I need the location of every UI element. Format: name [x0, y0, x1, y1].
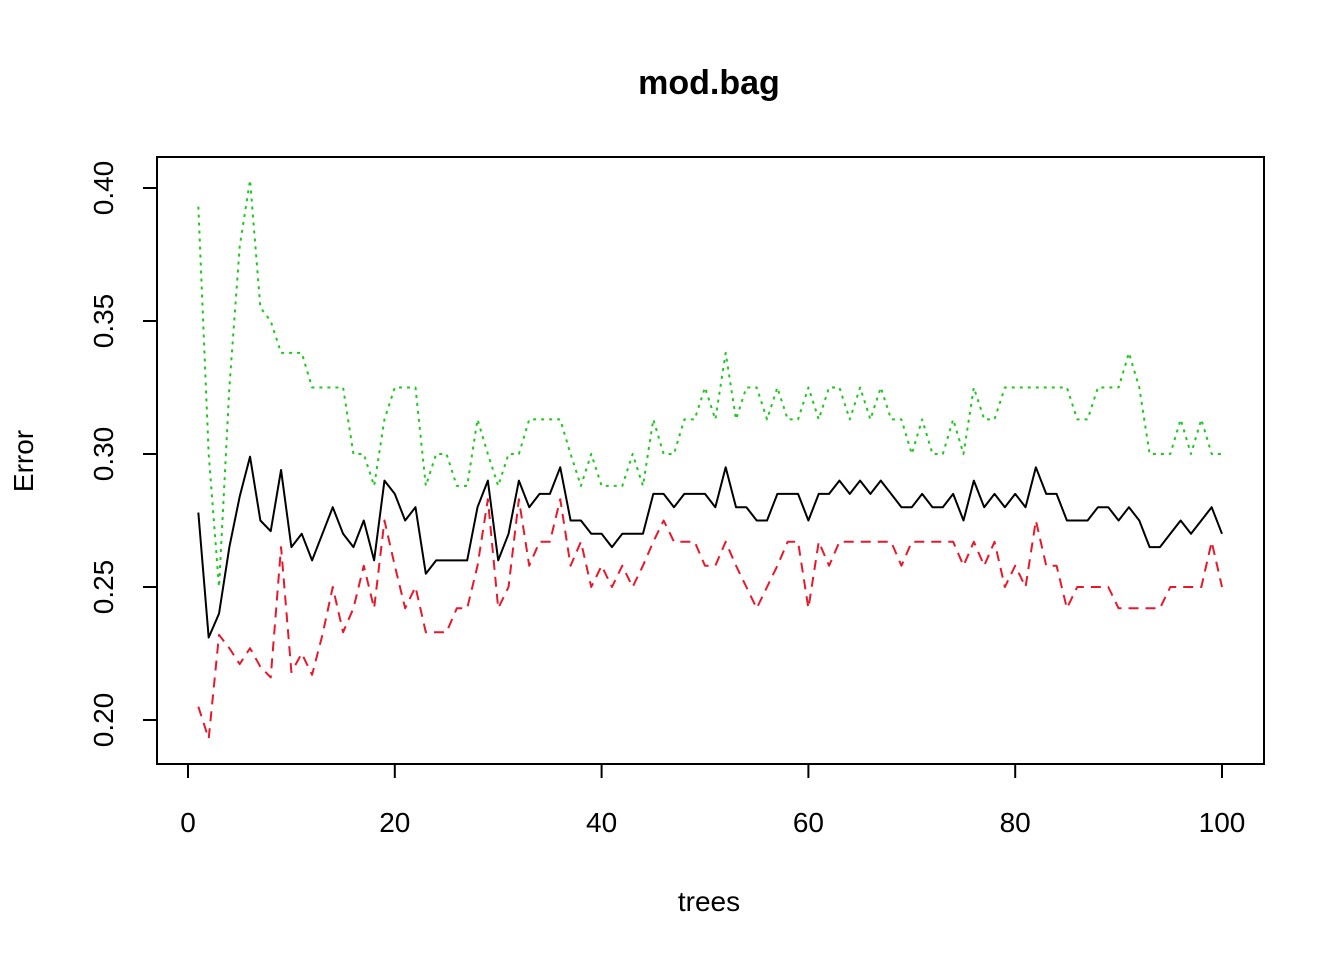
x-tick-label: 0 [180, 807, 196, 838]
x-tick-label: 100 [1199, 807, 1246, 838]
y-axis: 0.20 0.25 0.30 0.35 0.40 [88, 161, 158, 748]
y-axis-label: Error [8, 430, 39, 492]
y-tick-label: 0.20 [88, 693, 119, 748]
x-axis-label: trees [678, 886, 740, 917]
x-tick-label: 80 [1000, 807, 1031, 838]
y-tick-label: 0.25 [88, 560, 119, 615]
y-tick-label: 0.30 [88, 427, 119, 482]
series-line-dotted [197, 179, 1222, 588]
x-axis: 0 20 40 60 80 100 [180, 763, 1246, 838]
x-tick-label: 60 [793, 807, 824, 838]
x-tick-label: 20 [379, 807, 410, 838]
series-line-solid [197, 455, 1223, 639]
series-line-dashed [197, 498, 1223, 740]
x-tick-label: 40 [586, 807, 617, 838]
y-tick-label: 0.40 [88, 161, 119, 216]
chart-title: mod.bag [638, 64, 780, 102]
y-tick-label: 0.35 [88, 294, 119, 349]
plot-frame [156, 156, 1265, 765]
series-layer [197, 179, 1223, 740]
